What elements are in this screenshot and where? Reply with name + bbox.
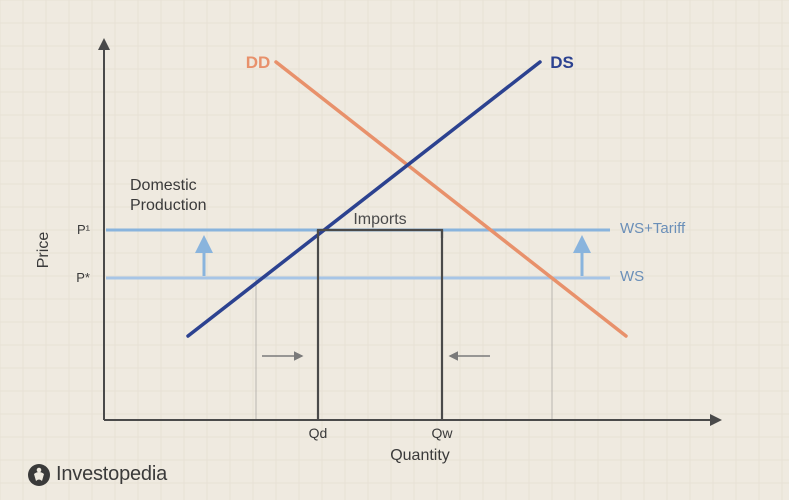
imports-label: Imports: [353, 211, 406, 228]
ds-label: DS: [550, 53, 574, 72]
x-axis-label: Quantity: [390, 447, 450, 464]
investopedia-logo: Investopedia: [28, 463, 167, 486]
y-axis-label: Price: [35, 232, 52, 269]
qd-tick-label: Qd: [309, 425, 328, 441]
p1-label: P¹: [77, 222, 91, 237]
ws-tariff-label: WS+Tariff: [620, 220, 686, 237]
domestic-label-1: Domestic: [130, 177, 197, 194]
ws-label: WS: [620, 268, 644, 285]
dd-label: DD: [246, 53, 271, 72]
domestic-label-2: Production: [130, 197, 207, 214]
dd-curve: [276, 62, 626, 336]
tariff-supply-demand-chart: DD DS WS WS+Tariff P* P¹ Domestic Production Imp…: [0, 0, 789, 500]
p-star-label: P*: [76, 270, 90, 285]
ds-curve: [188, 62, 540, 336]
investopedia-logo-text: Investopedia: [56, 463, 167, 486]
investopedia-logo-icon: [28, 464, 50, 486]
qw-tick-label: Qw: [432, 425, 454, 441]
